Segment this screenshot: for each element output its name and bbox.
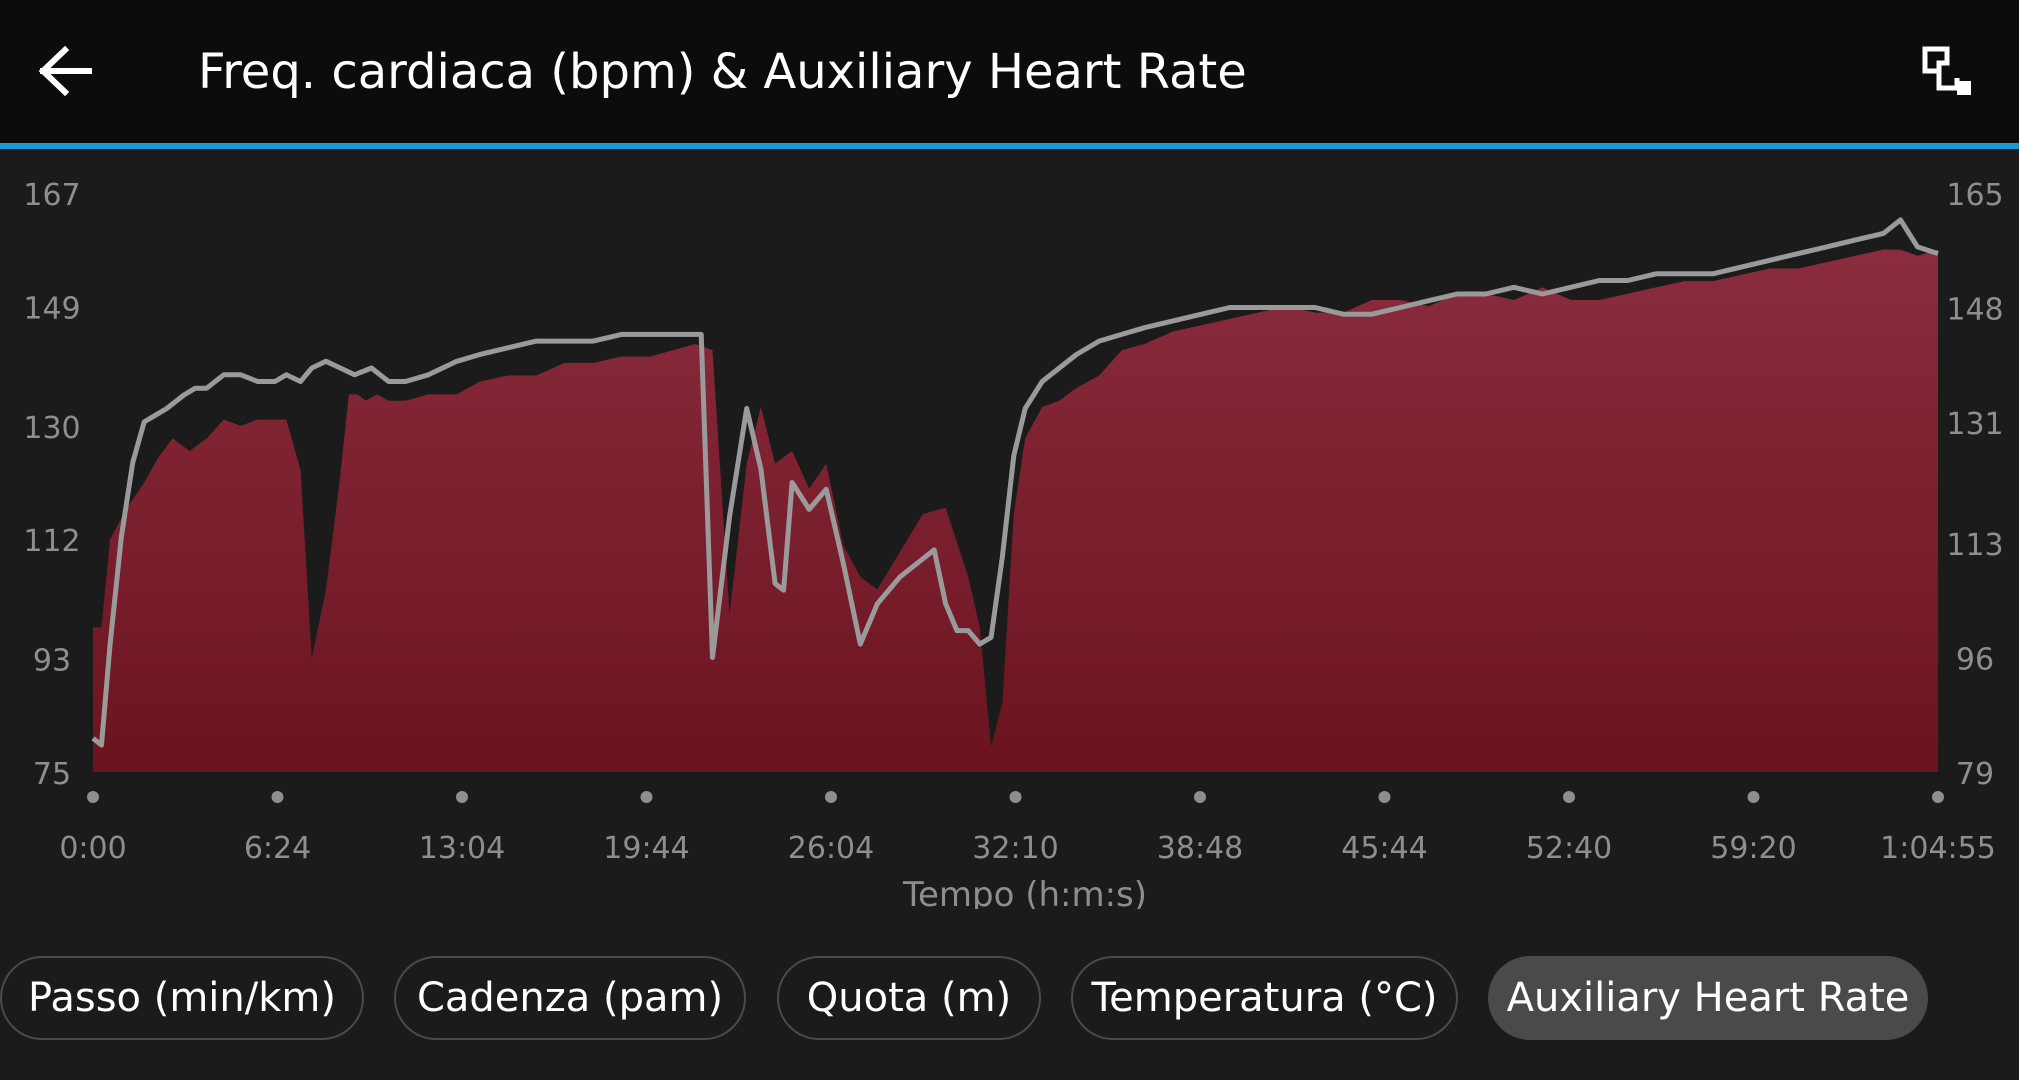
y-left-tick-label: 130 xyxy=(23,411,80,446)
x-tick-dot xyxy=(1378,791,1391,803)
expand-icon xyxy=(1922,46,1971,95)
y-right-tick-label: 113 xyxy=(1946,528,2003,563)
arrow-left-icon xyxy=(38,46,92,96)
expand-button[interactable] xyxy=(1916,40,1980,104)
chip-cadenza[interactable]: Cadenza (pam) xyxy=(394,956,746,1040)
y-left-tick-label: 149 xyxy=(23,291,80,326)
chip-quota[interactable]: Quota (m) xyxy=(777,956,1041,1040)
x-tick-dot xyxy=(1563,791,1575,803)
x-tick-dot xyxy=(1194,791,1206,803)
chip-label: Auxiliary Heart Rate xyxy=(1506,975,1910,1021)
x-tick-dot xyxy=(1932,791,1944,803)
y-right-tick-label: 79 xyxy=(1956,757,1994,792)
chip-label: Passo (min/km) xyxy=(28,975,336,1021)
x-tick-dot xyxy=(640,791,653,803)
x-tick-label: 19:44 xyxy=(603,831,689,866)
y-left-tick-label: 75 xyxy=(33,757,71,792)
x-tick-label: 0:00 xyxy=(59,831,126,866)
x-tick-label: 26:04 xyxy=(788,831,874,866)
y-left-tick-label: 93 xyxy=(33,644,71,679)
x-tick-label: 32:10 xyxy=(972,831,1058,866)
x-tick-dot xyxy=(87,791,99,803)
metric-chip-bar: Passo (min/km) Cadenza (pam) Quota (m) T… xyxy=(0,956,2019,1044)
chip-temperatura[interactable]: Temperatura (°C) xyxy=(1071,956,1458,1040)
x-tick-label: 6:24 xyxy=(244,831,311,866)
y-right-tick-label: 96 xyxy=(1956,643,1994,678)
x-tick-label: 38:48 xyxy=(1157,831,1243,866)
x-tick-dot xyxy=(456,791,468,803)
x-tick-dot xyxy=(271,791,284,803)
page-title: Freq. cardiaca (bpm) & Auxiliary Heart R… xyxy=(198,44,1247,100)
x-tick-label: 45:44 xyxy=(1341,831,1427,866)
chip-label: Cadenza (pam) xyxy=(416,975,724,1021)
y-right-tick-label: 131 xyxy=(1946,407,2003,442)
chip-label: Quota (m) xyxy=(806,975,1012,1021)
heart-rate-chart: 75 93 112 130 149 167 79 96 113 131 148 165 0:00 6:… xyxy=(0,149,2019,915)
back-button[interactable] xyxy=(30,36,100,106)
header-accent-bar xyxy=(0,143,2019,149)
x-tick-dot xyxy=(825,791,837,803)
x-tick-label: 52:40 xyxy=(1526,831,1612,866)
x-tick-dot xyxy=(1009,791,1022,803)
chip-label: Temperatura (°C) xyxy=(1091,975,1438,1021)
x-axis-label: Tempo (h:m:s) xyxy=(902,875,1147,909)
chip-passo[interactable]: Passo (min/km) xyxy=(0,956,364,1040)
x-tick-dot xyxy=(1747,791,1760,803)
y-right-tick-label: 165 xyxy=(1946,178,2003,213)
chip-auxiliary-heart-rate[interactable]: Auxiliary Heart Rate xyxy=(1488,956,1928,1040)
series-auxiliary-heart-rate-line xyxy=(91,217,1939,748)
x-tick-label: 59:20 xyxy=(1710,831,1796,866)
series-heart-rate-area xyxy=(93,249,1938,773)
x-tick-label: 13:04 xyxy=(419,831,505,866)
y-left-tick-label: 167 xyxy=(23,178,80,213)
y-left-tick-label: 112 xyxy=(23,524,80,559)
app-header: Freq. cardiaca (bpm) & Auxiliary Heart R… xyxy=(0,0,2019,149)
y-right-tick-label: 148 xyxy=(1946,292,2003,327)
chart-svg: 75 93 112 130 149 167 79 96 113 131 148 165 0:00 6:… xyxy=(23,178,2003,915)
x-tick-label: 1:04:55 xyxy=(1880,831,1996,866)
